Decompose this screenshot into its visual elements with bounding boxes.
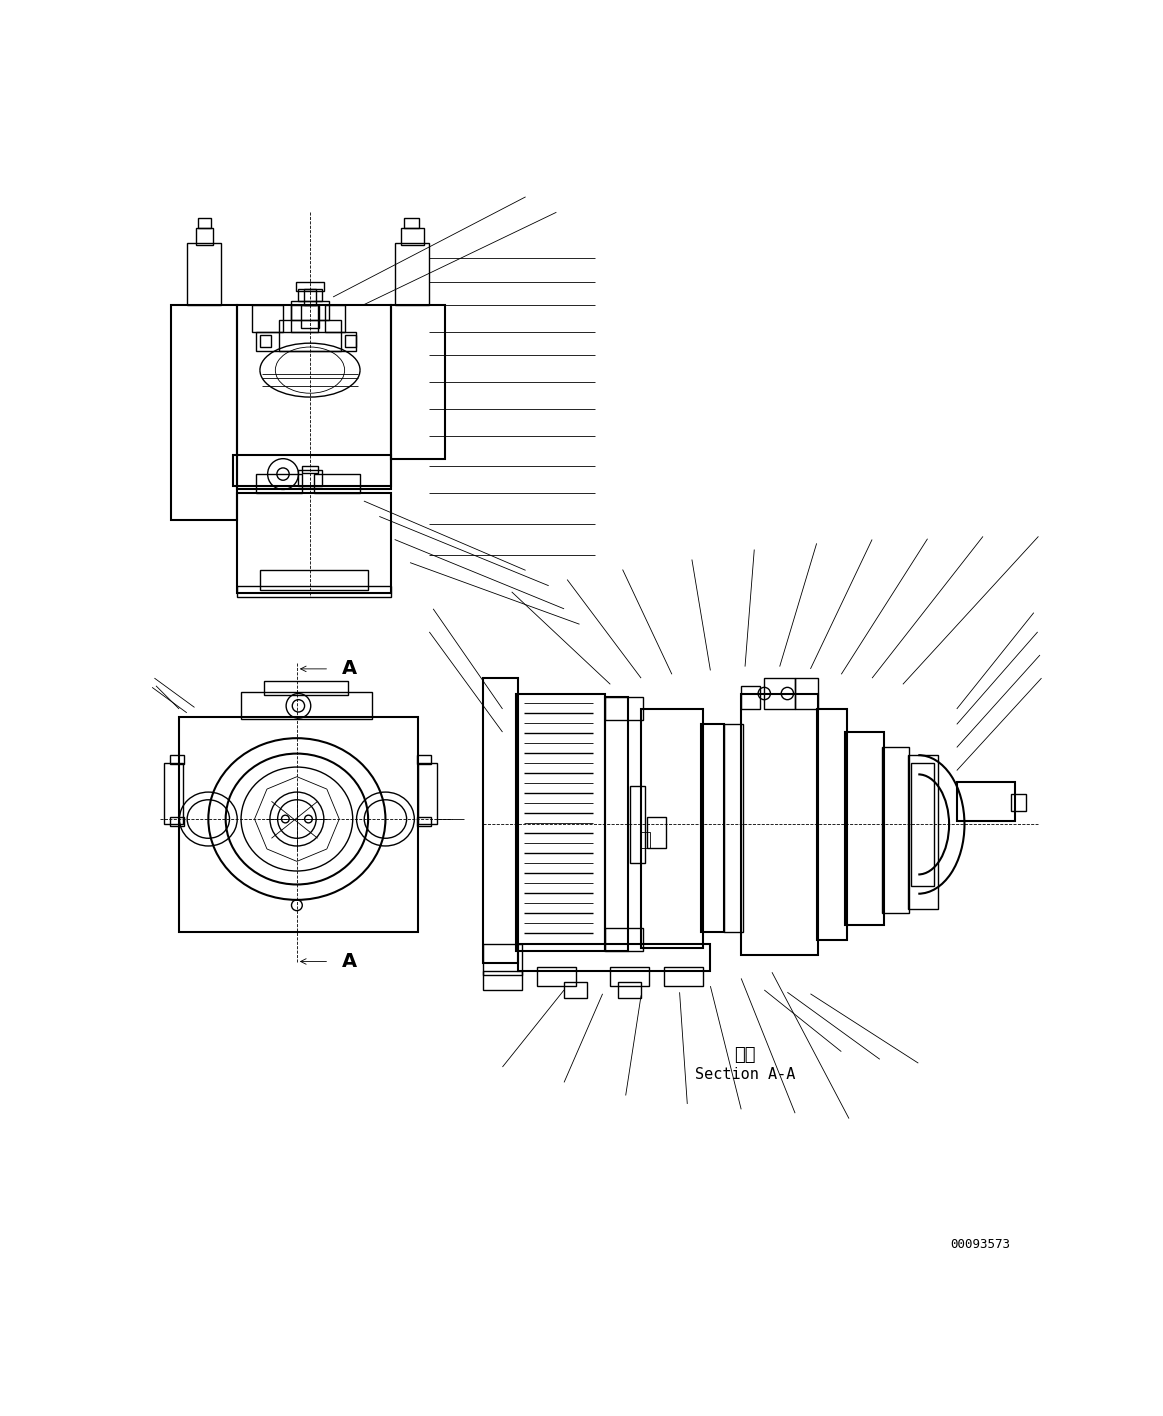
Bar <box>187 244 221 304</box>
Bar <box>304 289 316 304</box>
Bar <box>179 716 418 932</box>
Bar <box>344 336 356 347</box>
Bar <box>605 697 643 721</box>
Bar <box>648 817 666 848</box>
Bar <box>291 304 317 331</box>
Bar <box>279 320 341 351</box>
Bar <box>911 763 934 886</box>
Bar <box>233 455 391 486</box>
Text: 00093573: 00093573 <box>950 1238 1011 1250</box>
Bar <box>170 755 184 765</box>
Text: A: A <box>342 952 357 971</box>
Bar <box>264 681 349 695</box>
Bar <box>314 474 361 493</box>
Bar <box>484 971 522 990</box>
Bar <box>297 282 323 290</box>
Bar <box>418 817 430 826</box>
Text: A: A <box>342 660 357 678</box>
Bar <box>816 709 848 940</box>
Text: Section A-A: Section A-A <box>694 1068 795 1082</box>
Bar <box>418 755 430 765</box>
Bar <box>516 694 605 952</box>
Bar <box>795 678 819 709</box>
Bar <box>170 817 184 826</box>
Bar <box>302 466 317 473</box>
Bar <box>299 470 321 486</box>
Text: 断面: 断面 <box>734 1046 756 1065</box>
Bar <box>256 474 302 493</box>
Bar <box>252 304 283 331</box>
Bar <box>605 697 628 952</box>
Bar <box>1011 793 1026 810</box>
Bar <box>664 967 702 986</box>
Bar <box>957 782 1014 820</box>
Bar <box>701 725 725 932</box>
Bar <box>237 304 391 490</box>
Bar <box>882 748 909 913</box>
Bar <box>237 586 391 598</box>
Bar <box>261 336 271 347</box>
Bar <box>391 304 444 459</box>
Bar <box>401 228 424 245</box>
Bar <box>537 967 576 986</box>
Bar <box>256 331 356 351</box>
Bar <box>164 763 183 824</box>
Bar <box>741 694 819 956</box>
Bar <box>605 929 643 952</box>
Bar <box>241 692 372 719</box>
Bar <box>725 725 743 932</box>
Bar <box>299 289 321 300</box>
Bar <box>764 678 795 709</box>
Bar <box>199 218 211 228</box>
Bar <box>326 304 344 331</box>
Bar <box>404 218 420 228</box>
Bar <box>846 732 884 925</box>
Bar <box>261 571 368 589</box>
Bar <box>237 493 391 593</box>
Bar <box>197 228 213 245</box>
Bar <box>741 685 761 709</box>
Bar <box>171 304 237 520</box>
Bar <box>418 763 437 824</box>
Bar <box>641 709 702 947</box>
Bar <box>618 983 641 998</box>
Bar <box>629 786 645 862</box>
Bar <box>518 944 711 971</box>
Bar <box>301 304 319 327</box>
Bar <box>641 833 650 848</box>
Bar <box>484 678 518 963</box>
Bar <box>394 244 429 304</box>
Bar <box>611 967 649 986</box>
Bar <box>564 983 587 998</box>
Bar <box>484 944 522 974</box>
Bar <box>907 755 939 909</box>
Bar <box>291 300 329 320</box>
